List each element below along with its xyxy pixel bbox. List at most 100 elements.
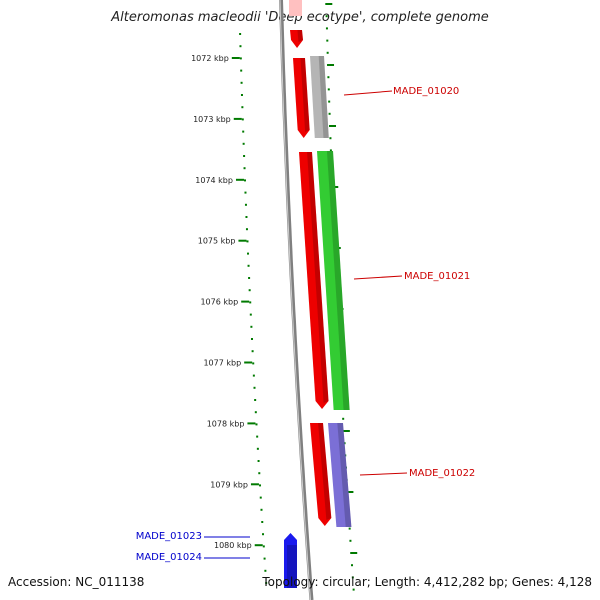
tick-minor (253, 386, 256, 389)
gene-band-01021-shade (326, 151, 350, 410)
cds-arrow-01020-shade (300, 58, 310, 132)
tick-minor (256, 435, 259, 438)
feature-label: MADE_01022 (409, 468, 475, 479)
tick-minor (249, 301, 252, 304)
tick-label: 1073 kbp (193, 115, 231, 124)
gene-band-01019 (289, 0, 302, 16)
tick-minor (244, 191, 247, 194)
feature-leader-line (343, 90, 393, 96)
tick-minor (254, 399, 257, 401)
genome-backbone (279, 0, 314, 600)
tick-minor (265, 582, 268, 584)
tick-minor (244, 179, 247, 182)
tick-minor (250, 325, 253, 328)
tick-minor (247, 264, 250, 267)
tick-label: 1075 kbp (198, 237, 236, 246)
tick-label: 1079 kbp (210, 480, 248, 489)
outer-tick (328, 100, 331, 103)
outer-tick (327, 76, 330, 79)
tick-minor (243, 167, 246, 170)
tick-minor (264, 569, 267, 572)
tick-minor (262, 533, 265, 536)
tick-label: 1074 kbp (195, 176, 233, 185)
outer-tick (326, 39, 329, 42)
outer-tick (329, 149, 332, 152)
cds-arrow-01024 (287, 545, 297, 588)
outer-tick (349, 539, 352, 542)
tick-minor (252, 374, 255, 377)
tick-minor (240, 81, 243, 84)
tick-minor (247, 252, 250, 255)
tick-minor (263, 557, 266, 560)
outer-tick (342, 430, 350, 432)
tick-label: 1072 kbp (191, 54, 229, 63)
tick-minor (249, 313, 252, 316)
backbone-highlight (279, 0, 311, 600)
cds-arrow-01020 (293, 58, 310, 138)
tick-minor (240, 94, 243, 96)
tick-minor (245, 228, 248, 231)
outer-tick (327, 64, 335, 66)
cds-arrow-01021-shade (307, 152, 329, 403)
feature-leader-line (353, 275, 403, 280)
gene-band-01021 (317, 151, 350, 410)
cds-arrow-01022-shade (318, 423, 332, 520)
map-title: Alteromonas macleodii 'Deep ecotype', co… (111, 10, 489, 25)
outer-tick (325, 3, 333, 5)
tick-minor (248, 289, 251, 292)
tick-minor (255, 423, 258, 426)
tick-minor (251, 350, 254, 353)
tick-minor (254, 411, 257, 414)
outer-tick (352, 588, 355, 591)
tick-label: 1076 kbp (200, 298, 238, 307)
tick-minor (259, 484, 262, 487)
tick-label: 1077 kbp (203, 359, 241, 368)
gene-band-01022 (328, 423, 352, 527)
outer-tick (327, 88, 330, 91)
tick-minor (248, 277, 251, 279)
outer-tick (351, 564, 354, 567)
tick-minor (262, 545, 265, 548)
outer-tick (329, 125, 337, 127)
outer-tick (342, 417, 345, 420)
tick-minor (260, 508, 263, 511)
tick-label: 1078 kbp (207, 419, 245, 428)
tick-minor (257, 460, 260, 462)
outer-tick (348, 527, 351, 530)
tick-minor (244, 203, 247, 206)
tick-minor (242, 130, 245, 133)
tick-minor (259, 496, 262, 499)
gene-band-01022-shade (337, 423, 352, 527)
cds-arrow-01021 (299, 152, 329, 409)
genome-summary: Topology: circular; Length: 4,412,282 bp… (262, 575, 592, 589)
tick-minor (239, 33, 242, 35)
outer-tick (350, 552, 358, 554)
tick-minor (243, 155, 246, 157)
tick-minor (242, 142, 245, 145)
outer-tick (329, 137, 332, 140)
cds-arrow-01019-shade (297, 30, 304, 42)
outer-tick (326, 51, 329, 54)
outer-tick (325, 15, 328, 18)
feature-label: MADE_01020 (393, 86, 459, 97)
outer-tick (328, 112, 331, 115)
tick-minor (241, 106, 244, 109)
gene-band-01020 (310, 56, 329, 138)
feature-label: MADE_01023 (136, 531, 202, 542)
cds-arrow-01019 (290, 30, 304, 48)
cds-arrow-01022 (310, 423, 332, 526)
feature-label: MADE_01024 (136, 552, 202, 563)
tick-minor (252, 362, 255, 365)
feature-label: MADE_01021 (404, 271, 470, 282)
accession-text: Accession: NC_011138 (8, 575, 145, 589)
feature-leader-line (359, 472, 408, 476)
tick-minor (261, 521, 264, 523)
tick-minor (250, 338, 253, 340)
cds-arrow-01023 (284, 533, 297, 588)
outer-tick (325, 27, 328, 30)
outer-tick (346, 491, 354, 493)
tick-minor (245, 216, 248, 218)
tick-minor (258, 472, 261, 475)
tick-minor (241, 118, 244, 121)
